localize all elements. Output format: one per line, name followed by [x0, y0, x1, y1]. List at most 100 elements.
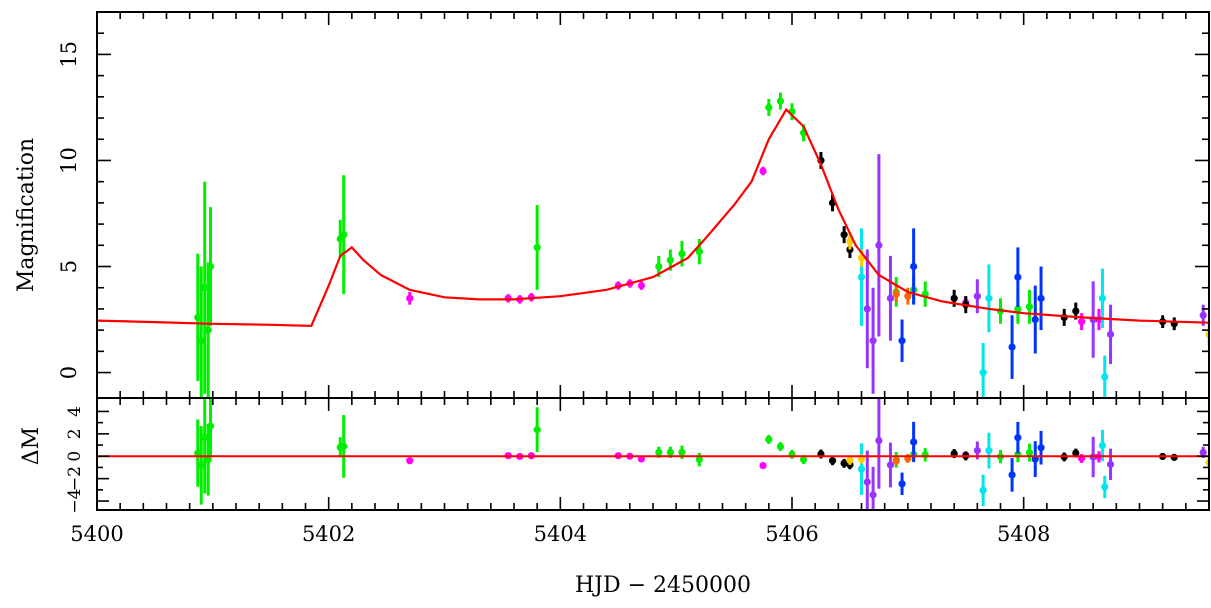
- residual-point: [776, 442, 785, 451]
- residual-point: [695, 456, 703, 464]
- y-tick-label: 15: [57, 41, 81, 68]
- residual-point: [1025, 449, 1034, 457]
- residual-points: [194, 398, 1209, 510]
- residual-y-tick-label: 2: [65, 428, 85, 439]
- data-point: [201, 284, 209, 292]
- residual-point: [979, 486, 987, 494]
- data-point: [776, 97, 785, 105]
- residual-point: [886, 461, 895, 469]
- residual-point: [892, 457, 900, 465]
- data-point: [1031, 315, 1039, 324]
- magnification-panel-frame: [96, 11, 1210, 399]
- residual-point: [406, 457, 414, 465]
- data-point: [886, 294, 895, 302]
- magnification-axis-label: Magnification: [14, 138, 39, 292]
- residual-point: [678, 448, 686, 456]
- residual-point: [1106, 460, 1115, 468]
- y-tick-label: 0: [57, 366, 81, 379]
- data-point: [950, 294, 958, 302]
- data-point: [197, 337, 205, 345]
- residual-point: [1014, 433, 1022, 442]
- residual-y-tick-label: 0: [65, 451, 85, 462]
- data-point: [637, 281, 646, 290]
- x-tick-label: 5402: [302, 522, 355, 546]
- data-point: [904, 292, 912, 300]
- data-point: [759, 167, 767, 175]
- x-tick-label: 5400: [70, 522, 123, 546]
- residual-point: [1101, 483, 1109, 491]
- model-curve-layer: [97, 107, 1209, 458]
- data-series-layer: [194, 92, 1209, 510]
- residual-point: [1008, 471, 1016, 479]
- data-point: [194, 313, 202, 322]
- data-point: [1025, 303, 1034, 311]
- y-tick-label: 5: [57, 260, 81, 273]
- residual-point: [1098, 441, 1107, 450]
- data-point: [655, 262, 663, 271]
- data-point: [1101, 373, 1109, 381]
- residual-point: [846, 456, 854, 464]
- data-point: [898, 337, 906, 345]
- x-tick-label: 5404: [534, 522, 587, 546]
- residual-point: [204, 456, 212, 464]
- residual-y-tick-label: −4: [65, 489, 85, 514]
- residual-point: [799, 456, 808, 464]
- residual-point: [1072, 449, 1080, 457]
- residual-point: [910, 438, 918, 446]
- residual-point: [1037, 444, 1045, 452]
- residual-point: [985, 447, 993, 455]
- residual-point: [898, 480, 906, 488]
- residual-point: [1031, 455, 1039, 463]
- residual-point: [197, 461, 205, 469]
- y-tick-label: 10: [57, 147, 81, 174]
- residual-point: [666, 448, 674, 456]
- data-point: [1014, 305, 1022, 313]
- x-tick-label: 5408: [997, 522, 1050, 546]
- magnification-points: [194, 92, 1209, 398]
- residual-point: [875, 436, 883, 445]
- residual-point: [1199, 448, 1207, 457]
- data-point: [678, 250, 686, 258]
- data-point: [979, 368, 987, 377]
- model-curve: [97, 107, 1209, 328]
- data-point: [910, 262, 918, 271]
- data-point: [206, 262, 215, 271]
- data-point: [863, 305, 871, 313]
- data-point: [892, 290, 900, 298]
- residual-y-tick-label: 4: [65, 406, 85, 417]
- data-point: [973, 292, 981, 300]
- residual-point: [863, 478, 871, 486]
- data-point: [1098, 294, 1107, 302]
- data-point: [1014, 273, 1022, 281]
- data-point: [1199, 311, 1207, 319]
- data-point: [1072, 307, 1080, 315]
- data-point: [533, 243, 541, 252]
- data-point: [666, 256, 674, 264]
- residual-point: [194, 449, 202, 457]
- residual-axis-label: ΔM: [19, 427, 44, 465]
- residual-point: [765, 435, 773, 444]
- residual-point: [857, 465, 866, 473]
- data-point: [406, 294, 414, 302]
- data-point: [1077, 318, 1086, 326]
- x-axis-label: HJD − 2450000: [575, 573, 751, 598]
- data-point: [840, 231, 848, 239]
- data-point: [875, 241, 883, 249]
- residual-y-tick-label: −2: [65, 466, 85, 491]
- data-point: [1037, 294, 1045, 302]
- data-point: [1106, 330, 1115, 338]
- residual-point: [655, 448, 663, 456]
- residual-point: [759, 461, 767, 470]
- residual-point: [921, 451, 929, 459]
- x-tick-label: 5406: [765, 522, 818, 546]
- data-point: [204, 326, 212, 334]
- data-point: [1008, 343, 1016, 351]
- residual-point: [206, 422, 215, 430]
- residual-point: [869, 491, 877, 499]
- residual-point: [340, 442, 348, 450]
- data-point: [857, 273, 866, 281]
- residual-point: [201, 433, 209, 441]
- data-point: [340, 231, 348, 239]
